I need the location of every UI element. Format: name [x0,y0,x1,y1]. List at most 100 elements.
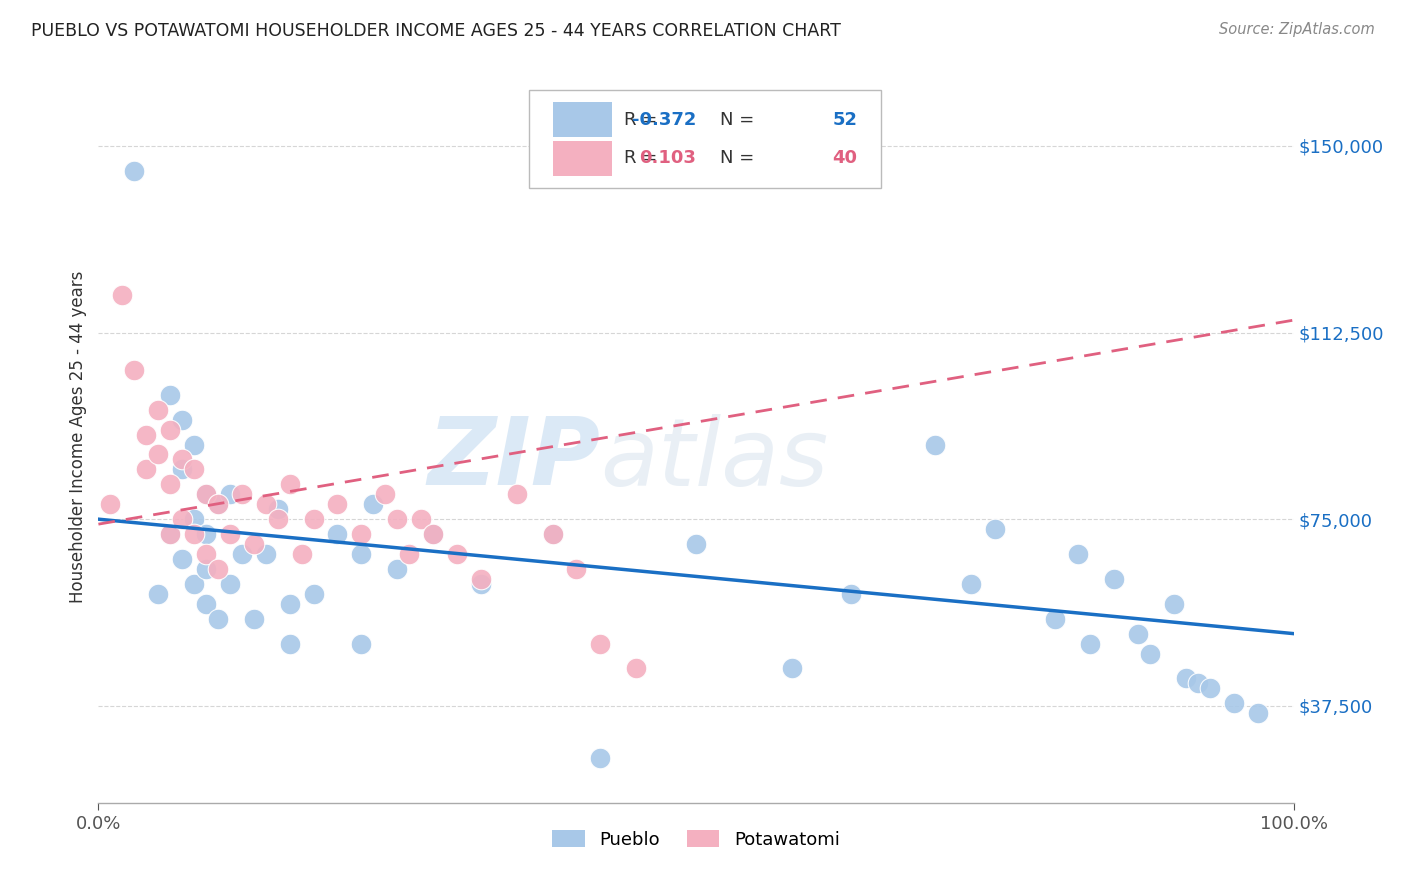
Point [219,577,242,591]
Point [589,636,612,650]
Point [1104,572,1126,586]
Point [195,487,218,501]
Point [1128,626,1150,640]
Point [148,448,170,462]
Point [565,562,588,576]
Point [685,537,707,551]
Point [172,552,194,566]
Point [1139,647,1161,661]
Point [219,527,242,541]
Point [1067,547,1090,561]
Point [243,537,266,551]
FancyBboxPatch shape [529,90,882,188]
Point [231,487,253,501]
Point [589,751,612,765]
Point [172,512,194,526]
Point [124,363,146,377]
Point [243,612,266,626]
Point [207,562,229,576]
Point [148,587,170,601]
Text: 52: 52 [832,111,858,128]
Point [183,437,205,451]
Point [1187,676,1209,690]
Point [1175,672,1198,686]
Point [350,527,373,541]
Point [172,412,194,426]
Point [267,502,290,516]
Point [183,527,205,541]
Point [541,527,564,541]
Point [207,497,229,511]
Text: PUEBLO VS POTAWATOMI HOUSEHOLDER INCOME AGES 25 - 44 YEARS CORRELATION CHART: PUEBLO VS POTAWATOMI HOUSEHOLDER INCOME … [31,22,841,40]
Point [172,452,194,467]
Point [1163,597,1185,611]
Point [159,477,181,491]
Point [254,547,277,561]
Point [470,577,492,591]
Text: -0.372: -0.372 [631,111,696,128]
Point [541,527,564,541]
Point [1043,612,1066,626]
Point [422,527,444,541]
Point [1199,681,1222,696]
Point [626,661,648,675]
Point [924,437,946,451]
Point [385,512,409,526]
Text: 0.103: 0.103 [640,149,696,168]
Point [159,527,181,541]
Bar [553,102,613,137]
Point [291,547,314,561]
Point [984,522,1007,536]
Point [302,587,325,601]
Text: ZIP: ZIP [427,413,600,505]
Point [183,462,205,476]
Point [111,288,134,302]
Point [278,636,301,650]
Point [350,547,373,561]
Bar [553,141,613,176]
Point [363,497,385,511]
Point [195,527,218,541]
Point [195,547,218,561]
Point [183,512,205,526]
Point [195,487,218,501]
Point [231,547,253,561]
Legend: Pueblo, Potawatomi: Pueblo, Potawatomi [546,822,846,856]
Text: 40: 40 [832,149,858,168]
Point [159,423,181,437]
Point [135,462,157,476]
Point [374,487,396,501]
Text: R =: R = [624,149,658,168]
Point [98,497,122,511]
Point [219,487,242,501]
Point [254,497,277,511]
Point [960,577,983,591]
Point [195,597,218,611]
Point [278,597,301,611]
Point [1247,706,1270,721]
Point [326,527,349,541]
Point [385,562,409,576]
Text: N =: N = [720,111,754,128]
Point [780,661,803,675]
Text: atlas: atlas [600,414,828,505]
Point [506,487,529,501]
Point [470,572,492,586]
Point [183,577,205,591]
Point [159,527,181,541]
Point [148,402,170,417]
Point [159,388,181,402]
Point [278,477,301,491]
Point [135,427,157,442]
Point [302,512,325,526]
Point [841,587,863,601]
Point [398,547,420,561]
Point [172,462,194,476]
Point [1223,696,1246,710]
Point [207,612,229,626]
Point [422,527,444,541]
Point [124,164,146,178]
Y-axis label: Householder Income Ages 25 - 44 years: Householder Income Ages 25 - 44 years [69,271,87,603]
Point [350,636,373,650]
Point [1080,636,1102,650]
